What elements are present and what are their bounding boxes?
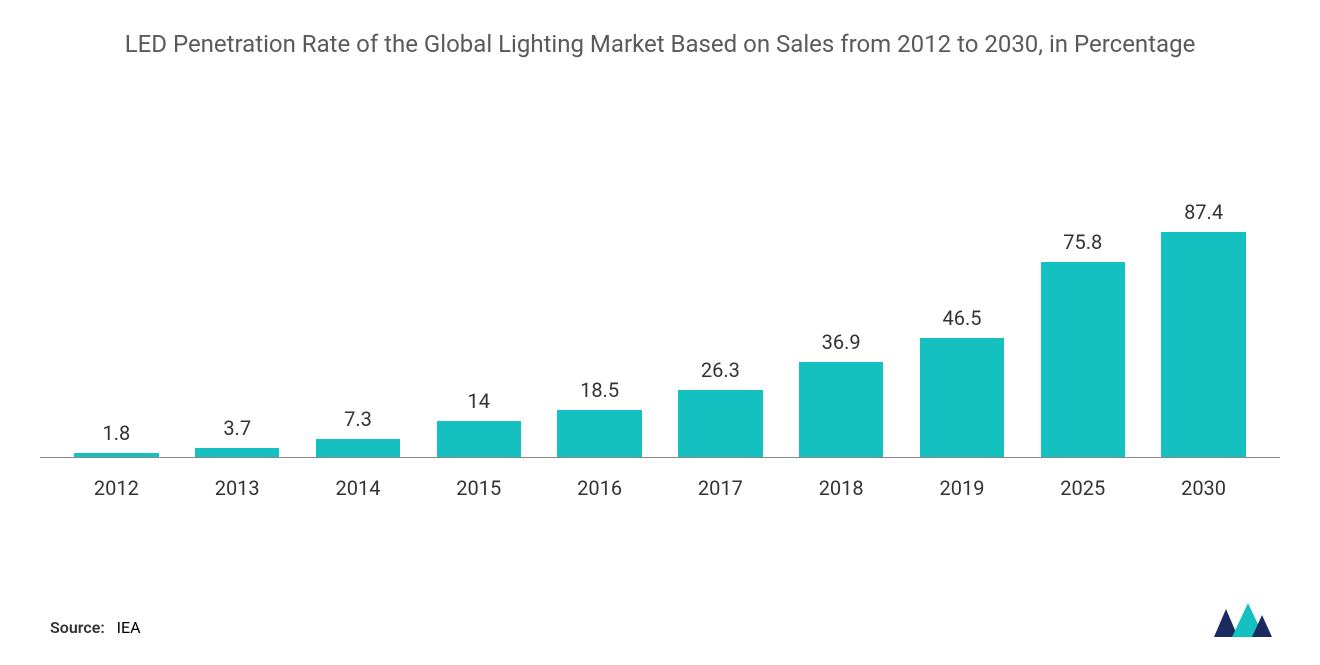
bar: [1041, 262, 1126, 457]
bar-value-label: 7.3: [344, 407, 372, 431]
bar: [316, 439, 401, 458]
x-axis-label: 2016: [539, 462, 660, 500]
bar-value-label: 36.9: [822, 330, 861, 354]
chart-title: LED Penetration Rate of the Global Light…: [70, 28, 1250, 60]
x-axis-label: 2012: [56, 462, 177, 500]
brand-logo: [1212, 599, 1276, 643]
bar-value-label: 1.8: [103, 421, 131, 445]
bar-value-label: 46.5: [942, 306, 981, 330]
bar: [920, 338, 1005, 458]
x-axis-label: 2013: [177, 462, 298, 500]
x-axis-label: 2030: [1143, 462, 1264, 500]
bar-column: 46.5: [902, 100, 1023, 457]
source-value: IEA: [117, 618, 141, 637]
bar-value-label: 3.7: [223, 416, 251, 440]
bar-value-label: 14: [468, 389, 490, 413]
chart-container: LED Penetration Rate of the Global Light…: [0, 0, 1320, 665]
bar-value-label: 87.4: [1184, 200, 1223, 224]
bar-column: 75.8: [1022, 100, 1143, 457]
x-axis-label: 2015: [418, 462, 539, 500]
bar: [557, 410, 642, 458]
bar-value-label: 75.8: [1063, 230, 1102, 254]
bar-column: 26.3: [660, 100, 781, 457]
x-axis-label: 2017: [660, 462, 781, 500]
x-axis-label: 2025: [1022, 462, 1143, 500]
bar-value-label: 26.3: [701, 358, 740, 382]
plot-region: 1.8 3.7 7.3 14 18.5 26.3 36.9 46.5 75.8 87.4: [40, 100, 1280, 458]
bar: [437, 421, 522, 457]
x-axis: 2012201320142015201620172018201920252030: [40, 462, 1280, 500]
bar-column: 87.4: [1143, 100, 1264, 457]
bar: [678, 390, 763, 458]
bar-column: 7.3: [298, 100, 419, 457]
bar-column: 1.8: [56, 100, 177, 457]
bar-column: 3.7: [177, 100, 298, 457]
bar: [1161, 232, 1246, 457]
source-label: Source:: [50, 618, 105, 637]
bar-column: 18.5: [539, 100, 660, 457]
bar-column: 36.9: [781, 100, 902, 457]
bar: [799, 362, 884, 457]
bar: [195, 448, 280, 458]
bar-value-label: 18.5: [580, 378, 619, 402]
x-axis-label: 2014: [298, 462, 419, 500]
chart-area: 1.8 3.7 7.3 14 18.5 26.3 36.9 46.5 75.8 87.4 2012…: [40, 100, 1280, 500]
x-axis-label: 2018: [781, 462, 902, 500]
bar: [74, 453, 159, 458]
source-line: Source: IEA: [50, 618, 141, 637]
bar-column: 14: [418, 100, 539, 457]
x-axis-label: 2019: [902, 462, 1023, 500]
